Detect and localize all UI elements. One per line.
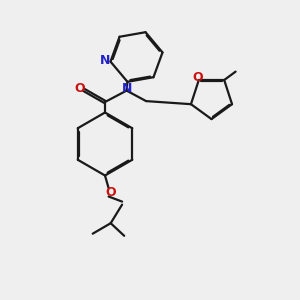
- Text: O: O: [74, 82, 85, 95]
- Text: O: O: [106, 186, 116, 199]
- Text: O: O: [193, 71, 203, 84]
- Text: N: N: [100, 55, 110, 68]
- Text: N: N: [122, 82, 133, 95]
